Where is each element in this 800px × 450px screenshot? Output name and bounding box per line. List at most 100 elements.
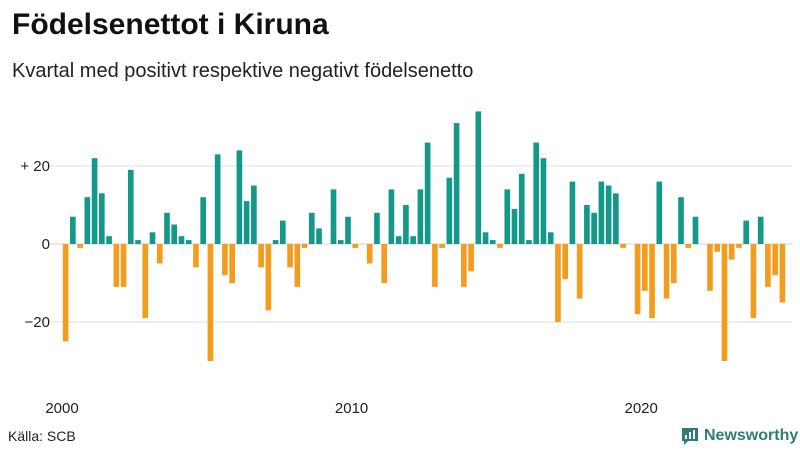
bar-43 (374, 212, 380, 244)
bar-86 (685, 244, 692, 248)
bar-66 (540, 158, 547, 244)
bar-6 (106, 236, 112, 244)
bar-60 (497, 244, 503, 248)
bar-28 (265, 244, 272, 311)
bar-84 (670, 244, 677, 283)
bar-73 (591, 212, 597, 244)
bar-74 (598, 181, 605, 244)
bar-68 (555, 244, 561, 322)
bar-17 (185, 240, 192, 244)
chart-subtitle: Kvartal med positivt respektive negativt… (12, 60, 474, 82)
bar-70 (569, 181, 576, 244)
source-note: Källa: SCB (8, 428, 76, 444)
bar-14 (164, 212, 170, 244)
bar-76 (613, 193, 619, 244)
bar-31 (287, 244, 293, 268)
bar-54 (453, 123, 460, 244)
brand-logo[interactable]: Newsworthy (680, 424, 798, 448)
bar-49 (417, 189, 424, 244)
bar-27 (258, 244, 264, 268)
bar-59 (489, 240, 496, 244)
bar-79 (634, 244, 641, 315)
bar-98 (772, 244, 778, 276)
bar-42 (366, 244, 373, 264)
newsworthy-logo-icon (682, 428, 698, 445)
bar-65 (533, 142, 540, 244)
bar-58 (482, 232, 489, 244)
bar-62 (511, 208, 518, 244)
bar-72 (584, 205, 590, 244)
bar-48 (410, 236, 416, 244)
x-tick-label: 2020 (625, 400, 658, 417)
bar-26 (251, 185, 257, 244)
bar-38 (337, 240, 344, 244)
y-tick-label: 0 (42, 236, 50, 253)
bar-71 (576, 244, 583, 299)
bar-75 (605, 185, 612, 244)
bar-23 (229, 244, 235, 283)
bar-21 (214, 154, 221, 244)
bar-91 (721, 244, 728, 361)
bar-69 (562, 244, 569, 280)
bar-99 (779, 244, 786, 303)
bar-39 (345, 216, 351, 244)
bar-16 (178, 236, 185, 244)
bar-56 (468, 244, 474, 272)
bar-80 (642, 244, 648, 291)
bar-8 (120, 244, 127, 287)
bar-32 (294, 244, 301, 287)
bar-81 (649, 244, 655, 319)
bar-47 (403, 205, 409, 244)
bar-55 (461, 244, 467, 287)
bar-96 (757, 216, 764, 244)
bar-45 (388, 189, 395, 244)
bar-chart: + 20 0 −20 2000 2010 2020 (20, 111, 792, 417)
bar-11 (142, 244, 149, 319)
bar-61 (504, 189, 511, 244)
bar-4 (91, 158, 98, 244)
bar-46 (395, 236, 402, 244)
x-tick-label: 2000 (45, 400, 78, 417)
bar-87 (692, 216, 699, 244)
bar-9 (127, 169, 134, 244)
bar-85 (678, 197, 684, 244)
bar-7 (113, 244, 120, 287)
bars (62, 111, 786, 361)
bar-95 (750, 244, 757, 319)
bar-89 (707, 244, 713, 291)
bar-94 (743, 220, 750, 244)
bar-29 (272, 240, 279, 244)
x-axis-ticks: 2000 2010 2020 (45, 400, 658, 417)
bar-24 (236, 150, 243, 244)
bar-53 (446, 177, 453, 244)
bar-13 (156, 244, 163, 264)
bar-77 (620, 244, 626, 248)
bar-20 (207, 244, 214, 361)
bar-64 (526, 240, 532, 244)
bar-67 (547, 232, 554, 244)
bar-93 (736, 244, 742, 248)
bar-82 (656, 181, 663, 244)
bar-52 (439, 244, 445, 248)
bar-97 (765, 244, 771, 287)
y-tick-label: −20 (25, 314, 50, 331)
bar-15 (171, 224, 178, 244)
bar-51 (432, 244, 438, 287)
bar-35 (316, 228, 322, 244)
bar-2 (77, 244, 83, 248)
bar-25 (243, 201, 250, 244)
bar-57 (475, 111, 482, 245)
bar-19 (200, 197, 207, 244)
bar-37 (330, 189, 337, 244)
bar-3 (84, 197, 91, 244)
bar-50 (424, 142, 431, 244)
y-tick-label: + 20 (20, 158, 50, 175)
x-tick-label: 2010 (335, 400, 368, 417)
bar-83 (663, 244, 670, 299)
chart-title: Födelsenettot i Kiruna (12, 8, 329, 41)
bar-5 (99, 193, 105, 244)
bar-0 (62, 244, 69, 342)
bar-18 (193, 244, 199, 268)
bar-22 (222, 244, 228, 276)
bar-63 (518, 173, 525, 244)
